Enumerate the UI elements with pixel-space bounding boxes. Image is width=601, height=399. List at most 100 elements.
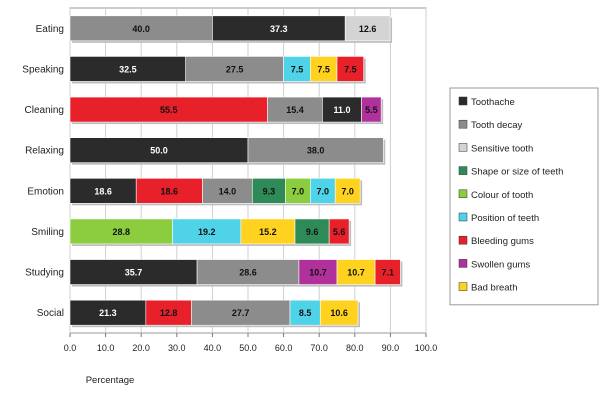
x-tick-label: 30.0 bbox=[168, 343, 186, 353]
bar-segment bbox=[334, 178, 361, 204]
data-label: 7.5 bbox=[291, 64, 304, 74]
legend-swatch bbox=[458, 235, 468, 245]
legend-entry: Shape or size of teeth bbox=[471, 167, 563, 178]
bars: 40.0 37.3 12.6 32.5 27.5 7.5 7.5 7.5 55.5 15.4 11.… bbox=[69, 15, 403, 328]
data-label: 15.2 bbox=[259, 227, 277, 237]
bar-segment bbox=[294, 218, 330, 245]
data-label: 35.7 bbox=[125, 268, 143, 278]
category-label: Emotion bbox=[27, 186, 64, 197]
bar-segment bbox=[69, 15, 213, 42]
data-label: 7.5 bbox=[344, 64, 357, 74]
bar-segment bbox=[344, 15, 391, 42]
data-label: 15.4 bbox=[286, 105, 304, 115]
legend-entry: Bad breath bbox=[471, 283, 517, 294]
legend-entry: Toothache bbox=[471, 97, 515, 108]
bar-segment bbox=[240, 218, 296, 245]
bar-segment bbox=[309, 56, 338, 82]
x-axis-title: Percentage bbox=[86, 375, 135, 386]
category-label: Relaxing bbox=[25, 146, 64, 157]
data-label: 55.5 bbox=[160, 105, 178, 115]
bar-segment bbox=[69, 259, 198, 285]
bar-segment bbox=[145, 299, 192, 326]
bar-segment bbox=[69, 137, 249, 163]
data-label: 10.6 bbox=[330, 308, 348, 318]
category-labels: Eating Speaking Cleaning Relaxing Emotion Smi… bbox=[22, 24, 64, 319]
bar-segment bbox=[336, 56, 365, 82]
legend-entry: Swollen gums bbox=[471, 259, 530, 270]
legend-swatch bbox=[458, 166, 468, 175]
data-label: 10.7 bbox=[347, 268, 365, 278]
data-label: 7.0 bbox=[317, 186, 330, 196]
data-label: 7.1 bbox=[381, 268, 394, 278]
data-label: 14.0 bbox=[219, 186, 237, 196]
bar-segment bbox=[298, 259, 338, 285]
bar-segment bbox=[247, 137, 384, 163]
data-label: 32.5 bbox=[119, 64, 137, 74]
category-label: Cleaning bbox=[25, 105, 64, 116]
x-tick-label: 80.0 bbox=[346, 343, 364, 353]
data-label: 8.5 bbox=[299, 308, 312, 318]
data-label: 12.8 bbox=[160, 308, 178, 318]
data-label: 28.8 bbox=[112, 227, 130, 237]
data-label: 12.6 bbox=[359, 24, 377, 34]
bar-segment bbox=[69, 178, 137, 204]
bar-segment bbox=[185, 56, 284, 82]
bar-segment bbox=[202, 178, 253, 204]
legend-swatch bbox=[458, 189, 468, 199]
x-tick-label: 60.0 bbox=[275, 343, 293, 353]
legend: Toothache Tooth decay Sensitive tooth Shape… bbox=[449, 87, 599, 306]
data-label: 7.0 bbox=[292, 186, 305, 196]
legend-box bbox=[449, 87, 599, 306]
data-label: 7.0 bbox=[341, 186, 354, 196]
x-axis: 0.0 10.0 20.0 30.0 40.0 50.0 60.0 70.0 80.0 90.0 1… bbox=[64, 333, 438, 353]
legend-swatch bbox=[458, 143, 468, 152]
bar-segment bbox=[328, 218, 350, 245]
legend-swatch bbox=[458, 282, 468, 291]
legend-swatch bbox=[458, 119, 468, 129]
x-tick-label: 100.0 bbox=[415, 343, 438, 353]
legend-swatch bbox=[458, 96, 468, 106]
x-tick-label: 90.0 bbox=[382, 343, 400, 353]
bar-segment bbox=[267, 96, 323, 123]
bar-segment bbox=[69, 96, 268, 123]
data-label: 18.6 bbox=[161, 186, 179, 196]
bar-segment bbox=[196, 259, 300, 285]
legend-entry: Colour of tooth bbox=[471, 190, 533, 201]
legend-entry: Sensitive tooth bbox=[471, 143, 533, 154]
data-label: 5.5 bbox=[365, 105, 378, 115]
x-tick-label: 10.0 bbox=[97, 343, 115, 353]
data-label: 5.6 bbox=[333, 227, 346, 237]
data-label: 27.5 bbox=[226, 64, 244, 74]
category-label: Speaking bbox=[22, 64, 64, 75]
data-label: 18.6 bbox=[94, 186, 112, 196]
data-label: 11.0 bbox=[333, 105, 350, 115]
data-label: 50.0 bbox=[150, 146, 168, 156]
bar-segment bbox=[374, 259, 401, 285]
x-tick-label: 20.0 bbox=[132, 343, 150, 353]
data-label: 38.0 bbox=[307, 146, 325, 156]
x-tick-label: 50.0 bbox=[239, 343, 257, 353]
x-tick-label: 70.0 bbox=[310, 343, 328, 353]
x-tick-label: 40.0 bbox=[204, 343, 222, 353]
data-label: 9.6 bbox=[306, 227, 319, 237]
legend-entry: Bleeding gums bbox=[471, 236, 534, 247]
data-label: 40.0 bbox=[132, 24, 150, 34]
bar-segment bbox=[283, 56, 311, 82]
category-label: Eating bbox=[36, 24, 64, 35]
bar-segment bbox=[361, 96, 382, 123]
bar-segment bbox=[69, 299, 147, 326]
category-label: Social bbox=[37, 308, 64, 319]
legend-swatch bbox=[458, 259, 468, 268]
bar-segment bbox=[319, 299, 359, 326]
data-label: 9.3 bbox=[263, 186, 276, 196]
bar-segment bbox=[285, 178, 311, 204]
x-tick-label: 0.0 bbox=[64, 343, 77, 353]
bar-segment bbox=[172, 218, 242, 245]
bar-segment bbox=[289, 299, 321, 326]
bar-segment bbox=[135, 178, 203, 204]
legend-entry: Position of teeth bbox=[471, 213, 539, 224]
data-label: 27.7 bbox=[232, 308, 250, 318]
data-label: 7.5 bbox=[317, 64, 330, 74]
category-label: Studying bbox=[25, 268, 64, 279]
